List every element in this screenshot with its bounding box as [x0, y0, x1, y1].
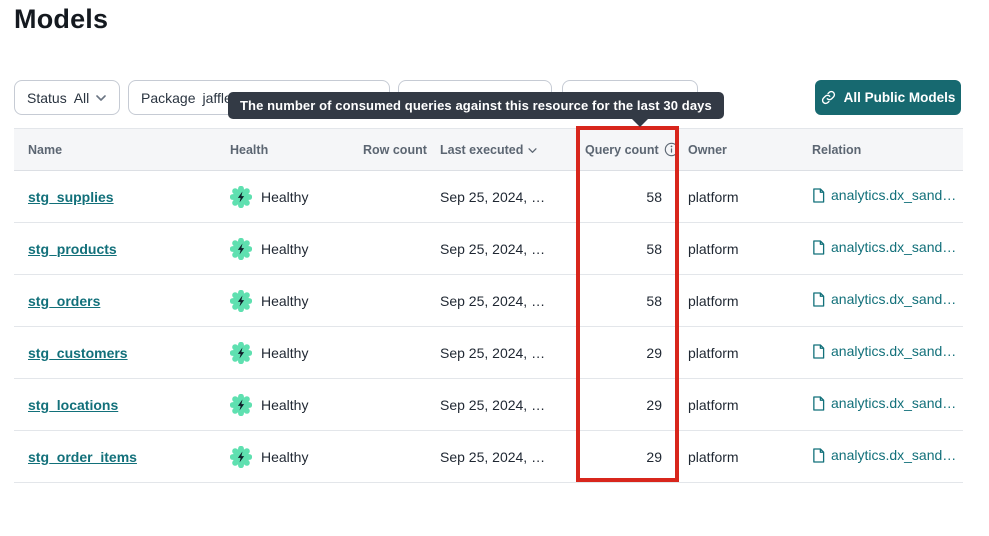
status-filter-value: All: [73, 89, 90, 106]
table-row: stg_orders Healthy Sep 25, 2024, … 58 pl…: [14, 274, 963, 327]
column-header-row-count: Row count: [349, 128, 427, 171]
owner-value: platform: [688, 344, 739, 361]
query-count-value: 58: [646, 240, 662, 257]
relation-link[interactable]: analytics.dx_sand…: [812, 447, 956, 463]
info-icon[interactable]: [664, 142, 679, 157]
health-status-label: Healthy: [261, 188, 309, 205]
health-status-label: Healthy: [261, 344, 309, 361]
model-name-link[interactable]: stg_locations: [28, 396, 119, 413]
column-header-health: Health: [216, 128, 349, 171]
column-header-name: Name: [14, 128, 216, 171]
model-name-link[interactable]: stg_order_items: [28, 448, 137, 465]
relation-link[interactable]: analytics.dx_sand…: [812, 239, 956, 255]
last-executed-value: Sep 25, 2024, …: [440, 448, 546, 465]
table-row: stg_customers Healthy Sep 25, 2024, … 29…: [14, 326, 963, 379]
query-count-value: 29: [646, 344, 662, 361]
healthy-icon: [230, 185, 252, 208]
document-icon: [812, 344, 825, 359]
last-executed-value: Sep 25, 2024, …: [440, 240, 546, 257]
table-row: stg_supplies Healthy Sep 25, 2024, … 58 …: [14, 170, 963, 223]
query-count-value: 29: [646, 396, 662, 413]
all-public-models-label: All Public Models: [843, 90, 956, 105]
query-count-value: 58: [646, 188, 662, 205]
healthy-icon: [230, 445, 252, 468]
column-header-last-executed[interactable]: Last executed: [426, 128, 571, 171]
healthy-icon: [230, 393, 252, 416]
owner-value: platform: [688, 240, 739, 257]
document-icon: [812, 292, 825, 307]
query-count-value: 29: [646, 448, 662, 465]
document-icon: [812, 240, 825, 255]
relation-link[interactable]: analytics.dx_sand…: [812, 187, 956, 203]
chevron-down-icon: [96, 95, 107, 102]
model-name-link[interactable]: stg_products: [28, 240, 117, 257]
healthy-icon: [230, 237, 252, 260]
relation-link[interactable]: analytics.dx_sand…: [812, 343, 956, 359]
relation-link[interactable]: analytics.dx_sand…: [812, 395, 956, 411]
document-icon: [812, 448, 825, 463]
last-executed-value: Sep 25, 2024, …: [440, 344, 546, 361]
sort-chevron-icon: [528, 147, 537, 154]
last-executed-value: Sep 25, 2024, …: [440, 292, 546, 309]
model-name-link[interactable]: stg_orders: [28, 292, 101, 309]
models-table: Name Health Row count Last executed Quer…: [14, 128, 963, 483]
column-header-query-count: Query count: [571, 128, 678, 171]
last-executed-value: Sep 25, 2024, …: [440, 188, 546, 205]
document-icon: [812, 188, 825, 203]
table-row: stg_products Healthy Sep 25, 2024, … 58 …: [14, 222, 963, 275]
table-row: stg_locations Healthy Sep 25, 2024, … 29…: [14, 378, 963, 431]
health-status-label: Healthy: [261, 292, 309, 309]
owner-value: platform: [688, 188, 739, 205]
model-name-link[interactable]: stg_supplies: [28, 188, 114, 205]
status-filter[interactable]: Status All: [14, 80, 120, 115]
last-executed-value: Sep 25, 2024, …: [440, 396, 546, 413]
tooltip-arrow: [631, 118, 649, 127]
page-title: Models: [14, 4, 109, 34]
link-icon: [821, 90, 836, 105]
owner-value: platform: [688, 396, 739, 413]
query-count-tooltip: The number of consumed queries against t…: [228, 92, 724, 119]
document-icon: [812, 396, 825, 411]
healthy-icon: [230, 341, 252, 364]
health-status-label: Healthy: [261, 396, 309, 413]
status-filter-label: Status: [27, 89, 67, 106]
health-status-label: Healthy: [261, 448, 309, 465]
owner-value: platform: [688, 292, 739, 309]
column-header-relation: Relation: [798, 128, 963, 171]
owner-value: platform: [688, 448, 739, 465]
all-public-models-button[interactable]: All Public Models: [815, 80, 961, 115]
relation-link[interactable]: analytics.dx_sand…: [812, 291, 956, 307]
health-status-label: Healthy: [261, 240, 309, 257]
healthy-icon: [230, 289, 252, 312]
query-count-value: 58: [646, 292, 662, 309]
model-name-link[interactable]: stg_customers: [28, 344, 128, 361]
table-header-row: Name Health Row count Last executed Quer…: [14, 128, 963, 171]
column-header-owner: Owner: [674, 128, 798, 171]
package-filter-label: Package: [141, 89, 196, 106]
table-row: stg_order_items Healthy Sep 25, 2024, … …: [14, 430, 963, 483]
